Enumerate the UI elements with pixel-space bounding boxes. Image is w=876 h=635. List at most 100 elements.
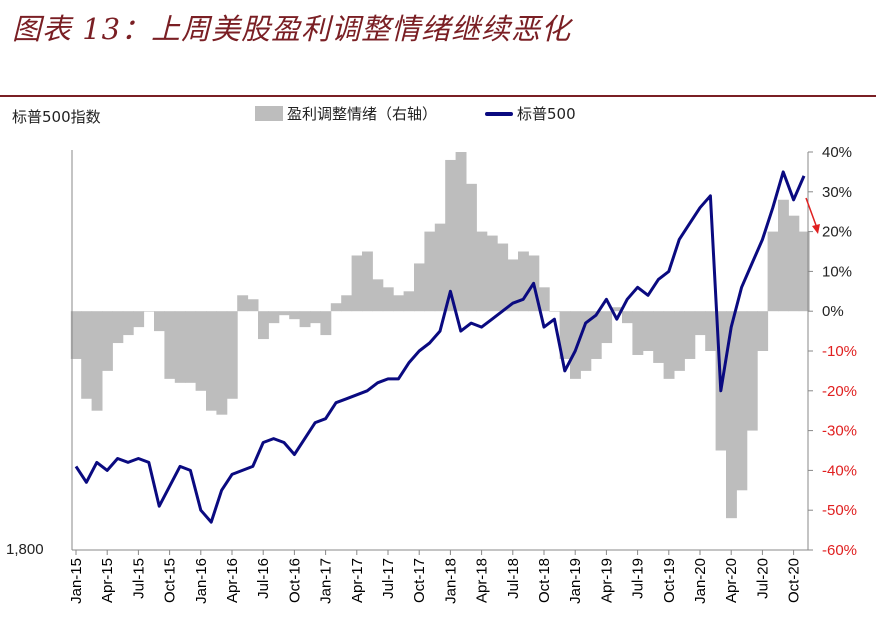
sentiment-bar (70, 311, 82, 359)
right-tick-label: -60% (822, 542, 857, 559)
sentiment-bar (705, 311, 717, 351)
sentiment-bar (601, 311, 613, 344)
right-tick-label: -40% (822, 462, 857, 479)
sentiment-bar (341, 295, 353, 312)
sentiment-bar (486, 235, 498, 312)
trend-arrow (805, 197, 818, 229)
x-tick-label: Jul-19 (630, 558, 647, 599)
right-tick-label: 10% (822, 263, 852, 280)
sentiment-bar (507, 259, 519, 312)
x-tick-label: Apr-17 (349, 558, 366, 603)
legend-swatch-area (255, 106, 283, 121)
sentiment-bar (112, 311, 124, 344)
right-tick-label: -20% (822, 383, 857, 400)
right-tick-label: -10% (822, 343, 857, 360)
x-tick-label: Jul-16 (255, 558, 272, 599)
sentiment-bar (434, 223, 446, 312)
sentiment-bar (278, 311, 290, 316)
legend-item-sp500: 标普500 (485, 103, 576, 124)
legend-label-sp500: 标普500 (517, 105, 576, 123)
sentiment-bar (299, 311, 311, 328)
sentiment-bar (320, 311, 332, 336)
sentiment-bar (549, 311, 561, 312)
sentiment-bar (174, 311, 186, 383)
sentiment-bar (684, 311, 696, 359)
x-tick-label: Apr-15 (99, 558, 116, 603)
chart-title: 图表 13：上周美股盈利调整情绪继续恶化 (12, 12, 572, 46)
sentiment-bar (466, 183, 477, 312)
sentiment-bar (403, 291, 415, 312)
sentiment-bar (414, 263, 425, 312)
trend-arrowhead (812, 224, 820, 234)
x-tick-label: Jul-15 (130, 558, 147, 599)
left-axis-title: 标普500指数 (12, 108, 101, 126)
x-tick-label: Jan-17 (318, 558, 335, 604)
right-tick-label: 20% (822, 224, 852, 241)
sentiment-bar (497, 243, 509, 312)
x-tick-label: Oct-15 (162, 558, 179, 603)
sentiment-bar (91, 311, 103, 411)
sentiment-bar (767, 231, 779, 312)
sentiment-bar (798, 231, 810, 312)
x-tick-label: Jul-18 (505, 558, 522, 599)
sentiment-bar (726, 311, 737, 519)
sentiment-bar (330, 303, 342, 312)
x-tick-label: Apr-19 (598, 558, 615, 603)
x-tick-label: Oct-17 (411, 558, 428, 603)
sentiment-bar (102, 311, 113, 371)
sentiment-bar (393, 295, 405, 312)
x-tick-label: Apr-20 (723, 558, 740, 603)
sentiment-bar (580, 311, 592, 371)
x-tick-label: Jul-20 (754, 558, 771, 599)
sentiment-bar (694, 311, 706, 336)
sentiment-bar (226, 311, 238, 399)
sentiment-bar (611, 307, 623, 312)
x-tick-label: Jul-17 (380, 558, 397, 599)
sentiment-bar (372, 279, 384, 312)
x-tick-label: Jan-19 (567, 558, 584, 604)
sentiment-bar (206, 311, 217, 411)
legend-swatch-line (485, 111, 514, 116)
sentiment-bar (445, 159, 457, 312)
sentiment-bar (476, 231, 488, 312)
x-tick-label: Oct-18 (536, 558, 553, 603)
sentiment-bar (674, 311, 685, 371)
right-tick-label: 40% (822, 144, 852, 161)
sentiment-bar (632, 311, 644, 355)
legend: 盈利调整情绪（右轴） 标普500 (255, 103, 624, 124)
x-tick-label: Jan-18 (442, 558, 459, 604)
sentiment-bar (310, 311, 321, 324)
sentiment-bar (559, 311, 571, 359)
sentiment-bar (185, 311, 197, 383)
sentiment-bar (247, 299, 259, 312)
x-tick-label: Oct-19 (661, 558, 678, 603)
legend-item-sentiment: 盈利调整情绪（右轴） (255, 103, 437, 124)
sentiment-bar (590, 311, 602, 359)
sentiment-bar (736, 311, 748, 491)
legend-label-sentiment: 盈利调整情绪（右轴） (287, 105, 438, 123)
sentiment-bar (622, 311, 633, 324)
title-divider (0, 95, 876, 97)
right-tick-label: -50% (822, 502, 857, 519)
sentiment-bar (455, 152, 467, 312)
sentiment-bar (538, 287, 550, 312)
right-tick-label: 30% (822, 184, 852, 201)
x-tick-label: Jan-16 (193, 558, 210, 604)
sentiment-bar (258, 311, 269, 340)
x-tick-label: Apr-16 (224, 558, 241, 603)
sentiment-bar (424, 231, 436, 312)
right-tick-label: -30% (822, 423, 857, 440)
x-tick-label: Apr-18 (474, 558, 491, 603)
x-tick-label: Oct-20 (786, 558, 803, 603)
x-tick-label: Jan-15 (68, 558, 85, 604)
sentiment-bar (122, 311, 134, 336)
sentiment-bar (268, 311, 280, 324)
sentiment-bar (788, 215, 800, 312)
sentiment-bar (164, 311, 176, 379)
sentiment-bar (195, 311, 207, 391)
sentiment-bar (143, 311, 155, 312)
sentiment-bar (663, 311, 675, 379)
sentiment-bar (216, 311, 228, 415)
sp500-line (74, 170, 806, 524)
